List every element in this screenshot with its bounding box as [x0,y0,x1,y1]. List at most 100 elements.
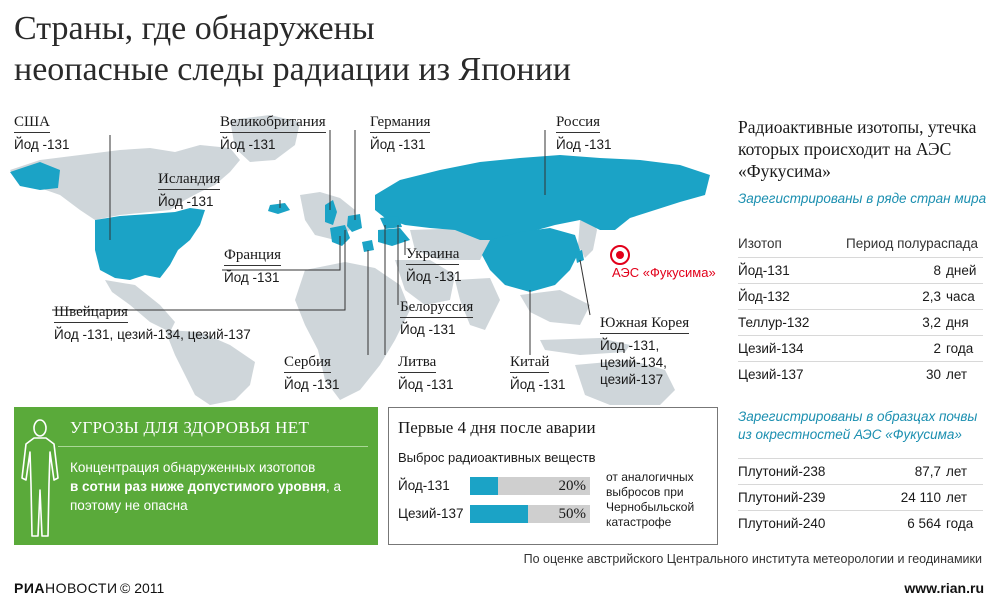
country-name: Германия [370,114,431,133]
country-shape-germany [347,214,362,232]
half-life-unit: лет [946,367,968,382]
country-name: Южная Корея [600,315,690,334]
health-box-title: УГРОЗЫ ДЛЯ ЗДОРОВЬЯ НЕТ [70,418,310,437]
half-life-value: 30 [925,367,941,382]
table-header: Изотоп Период полураспада [738,236,983,254]
table-row: Плутоний-240 6 564 года [738,510,983,535]
country-isotopes: Йод -131, цезий-134, цезий-137 [54,327,251,342]
table-row: Йод-131 8 дней [738,257,983,282]
country-label-south-korea: Южная Корея Йод -131, цезий-134, цезий-1… [600,314,690,388]
country-isotopes: Йод -131, [600,338,660,353]
country-isotopes: Йод -131 [224,270,280,285]
country-name: Россия [556,114,601,133]
country-isotopes: Йод -131 [398,377,454,392]
section1-subtitle: Зарегистрированы в ряде стран мира [738,191,987,206]
release-note: от аналогичных выбросов при Чернобыльско… [606,470,695,529]
country-label-belarus: Белоруссия Йод -131 [400,298,474,338]
country-name: Великобритания [220,114,326,133]
bar-fill-cesium [470,505,528,523]
country-name: Исландия [158,171,221,190]
isotopes-panel-title: Радиоактивные изотопы, утечка которых пр… [738,117,977,181]
country-label-serbia: Сербия Йод -131 [284,353,340,393]
half-life-unit: года [946,341,974,356]
country-name: Литва [398,354,437,373]
isotope-name: Плутоний-239 [738,490,826,505]
country-isotopes: Йод -131 [556,137,612,152]
half-life-value: 3,2 [922,315,941,330]
country-shape-uk [325,200,337,225]
country-isotopes: цезий-137 [600,372,664,387]
health-text-bold: в сотни раз ниже допустимого уровня [70,479,326,494]
country-name: Сербия [284,354,331,373]
bar-track-iodine: 20% [470,477,590,495]
section2-subtitle: Зарегистрированы в образцах почвы из окр… [738,409,978,442]
isotope-name: Цезий-134 [738,341,804,356]
fukushima-label: АЭС «Фукусима» [612,265,716,280]
page-title: Страны, где обнаружены неопасные следы р… [14,8,734,90]
health-box [14,407,378,545]
country-label-germany: Германия Йод -131 [370,113,431,153]
country-isotopes: Йод -131 [406,269,462,284]
half-life-value: 24 110 [900,490,941,505]
leader-south-korea [579,259,591,316]
health-text-after: , а поэтому не опасна [70,479,341,513]
col-half-life: Период полураспада [846,236,979,251]
country-isotopes: Йод -131 [220,137,276,152]
country-shape-russia [375,155,710,240]
map-land [10,115,675,405]
isotope-name: Теллур-132 [738,315,810,330]
country-shape-south-korea [575,250,584,263]
half-life-unit: дней [946,263,977,278]
country-shape-china [482,228,580,292]
country-label-iceland: Исландия Йод -131 [158,170,221,210]
table-row: Цезий-137 30 лет [738,361,983,386]
health-text-before: Концентрация обнаруженных изотопов [70,460,316,475]
world-map [10,115,710,405]
country-label-france: Франция Йод -131 [224,246,281,286]
half-life-value: 87,7 [914,464,941,479]
country-label-switzerland: Швейцария Йод -131, цезий-134, цезий-137 [54,303,251,343]
country-shape-ukraine [378,228,410,246]
country-isotopes: Йод -131 [14,137,70,152]
source-note: По оценке австрийского Центрального инст… [523,552,982,566]
col-isotope: Изотоп [738,236,782,251]
country-shape-usa [95,208,205,280]
country-name: Швейцария [54,304,128,323]
half-life-unit: лет [946,490,968,505]
bar-percent-iodine: 20% [558,478,587,494]
half-life-value: 2 [933,341,941,356]
isotope-name: Плутоний-240 [738,516,826,531]
half-life-unit: дня [946,315,969,330]
table-row: Плутоний-239 24 110 лет [738,484,983,509]
table-row: Плутоний-238 87,7 лет [738,458,983,483]
country-name: Украина [406,246,460,265]
country-label-lithuania: Литва Йод -131 [398,353,454,393]
country-name: США [14,114,50,133]
fukushima-marker-icon [610,245,630,265]
half-life-unit: часа [946,289,975,304]
bar-label-cesium: Цезий-137 [398,506,464,521]
bar-fill-iodine [470,477,498,495]
isotope-name: Цезий-137 [738,367,804,382]
country-label-china: Китай Йод -131 [510,353,566,393]
half-life-value: 2,3 [922,289,941,304]
title-line-2: неопасные следы радиации из Японии [14,51,571,88]
table-row: Теллур-132 3,2 дня [738,309,983,334]
bar-percent-cesium: 50% [558,506,587,522]
country-label-uk: Великобритания Йод -131 [220,113,326,153]
table-row: Йод-132 2,3 часа [738,283,983,308]
leader-switzerland [52,230,346,311]
site-link[interactable]: www.rian.ru [904,580,984,596]
country-isotopes: цезий-134, [600,355,667,370]
country-isotopes: Йод -131 [370,137,426,152]
country-label-ukraine: Украина Йод -131 [406,245,462,285]
health-box-divider [58,446,368,447]
country-shape-iceland [268,203,290,214]
logo-bold: РИА [14,580,46,596]
country-isotopes: Йод -131 [284,377,340,392]
country-label-usa: США Йод -131 [14,113,70,153]
leader-lines [52,130,591,355]
bar-label-iodine: Йод-131 [398,478,450,493]
health-box-text: Концентрация обнаруженных изотопов в сотн… [70,458,370,515]
country-name: Франция [224,247,281,266]
